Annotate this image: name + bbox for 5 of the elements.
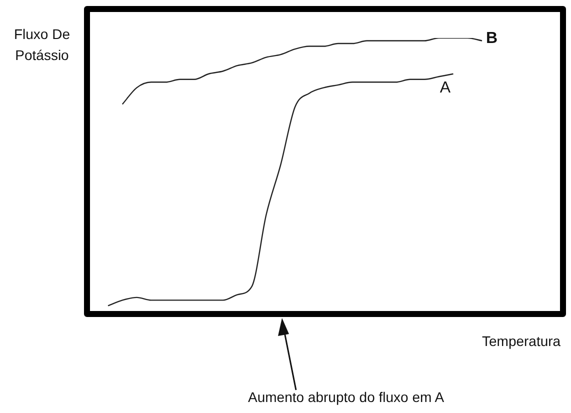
series-label: A <box>440 79 451 96</box>
text: Aumento abrupto do fluxo em A <box>248 389 444 405</box>
series-label: B <box>486 30 498 48</box>
x-axis-title: Temperatura <box>482 333 561 349</box>
y-axis-title: Fluxo De Potássio <box>12 25 72 65</box>
